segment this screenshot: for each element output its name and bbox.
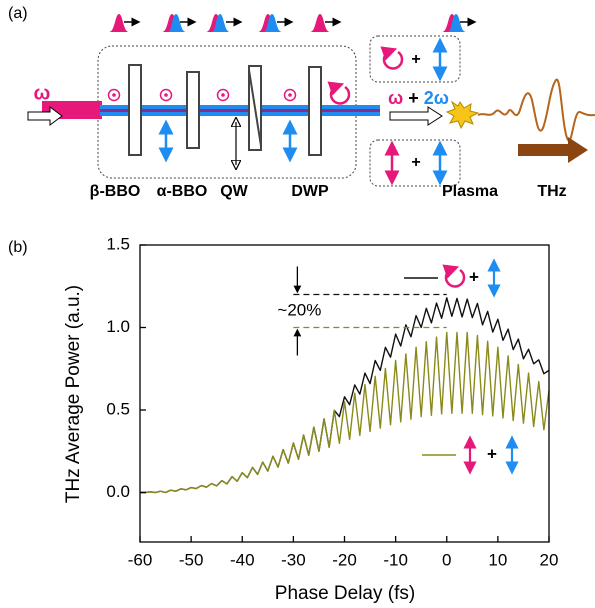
shape xyxy=(107,88,121,102)
chart: (b) Phase Delay (fs) THz Average Power (… xyxy=(8,234,558,604)
shape xyxy=(159,88,173,102)
omega: ω xyxy=(388,88,403,108)
x-tick-label: -20 xyxy=(332,550,357,569)
plus: + xyxy=(411,51,420,68)
component-label: DWP xyxy=(291,183,329,200)
diagram: (a) ω β-BBO α-BBO QW DWP + + ω + 2ω Pl xyxy=(8,5,595,200)
series-line xyxy=(140,331,550,494)
x-tick-label: -60 xyxy=(128,550,153,569)
input-arrow xyxy=(27,106,63,126)
output-box xyxy=(369,139,461,187)
shape xyxy=(310,14,330,32)
panel-label: (b) xyxy=(8,239,28,256)
input-label: ω xyxy=(34,82,51,104)
crystals xyxy=(128,64,322,156)
y-axis-label: THz Average Power (a.u.) xyxy=(63,285,84,503)
shape xyxy=(283,88,297,102)
output-box xyxy=(369,35,461,83)
x-tick-label: -30 xyxy=(281,550,306,569)
shape xyxy=(216,88,230,102)
x-axis-label: Phase Delay (fs) xyxy=(275,583,415,604)
plus: + xyxy=(411,154,420,171)
legend-label: + xyxy=(469,267,479,286)
y-tick-label: 0.0 xyxy=(106,482,130,501)
shape xyxy=(308,66,322,156)
shape xyxy=(384,51,402,68)
panel-label: (a) xyxy=(8,5,28,22)
shape xyxy=(258,14,282,32)
component-label: β-BBO xyxy=(90,183,141,200)
x-tick-label: -10 xyxy=(383,550,408,569)
y-tick-label: 0.5 xyxy=(106,399,130,418)
shape xyxy=(442,14,466,32)
pulses xyxy=(109,14,477,32)
output-label: ω + 2ω xyxy=(388,88,449,108)
x-tick-label: 10 xyxy=(488,550,507,569)
component-label: QW xyxy=(220,183,248,200)
x-tick-label: -40 xyxy=(230,550,255,569)
two-omega: 2ω xyxy=(424,88,449,108)
shape xyxy=(248,69,262,147)
thz-wave xyxy=(477,78,595,142)
shape xyxy=(128,64,142,156)
legend-label: + xyxy=(487,444,497,463)
plus: + xyxy=(408,88,419,108)
component-label: α-BBO xyxy=(157,183,208,200)
plot-frame xyxy=(139,244,550,543)
shape xyxy=(109,14,129,32)
thz-label: THz xyxy=(537,183,566,200)
y-tick-label: 1.0 xyxy=(106,317,130,336)
plasma xyxy=(445,100,480,130)
beam-core xyxy=(100,109,380,112)
shape xyxy=(186,71,200,149)
y-tick-label: 1.5 xyxy=(106,234,130,253)
x-tick-label: -50 xyxy=(179,550,204,569)
plasma-label: Plasma xyxy=(442,183,498,200)
annotation: ~20% xyxy=(277,300,321,319)
x-tick-label: 0 xyxy=(442,550,451,569)
shape xyxy=(331,86,349,103)
shape xyxy=(206,14,230,32)
component-labels: β-BBO α-BBO QW DWP xyxy=(90,183,329,200)
thz-arrow xyxy=(518,137,588,163)
output-arrow xyxy=(389,106,443,126)
shape xyxy=(162,14,186,32)
polarization-arrows xyxy=(158,122,298,165)
x-tick-label: 20 xyxy=(540,550,559,569)
legend-circular xyxy=(446,269,464,286)
